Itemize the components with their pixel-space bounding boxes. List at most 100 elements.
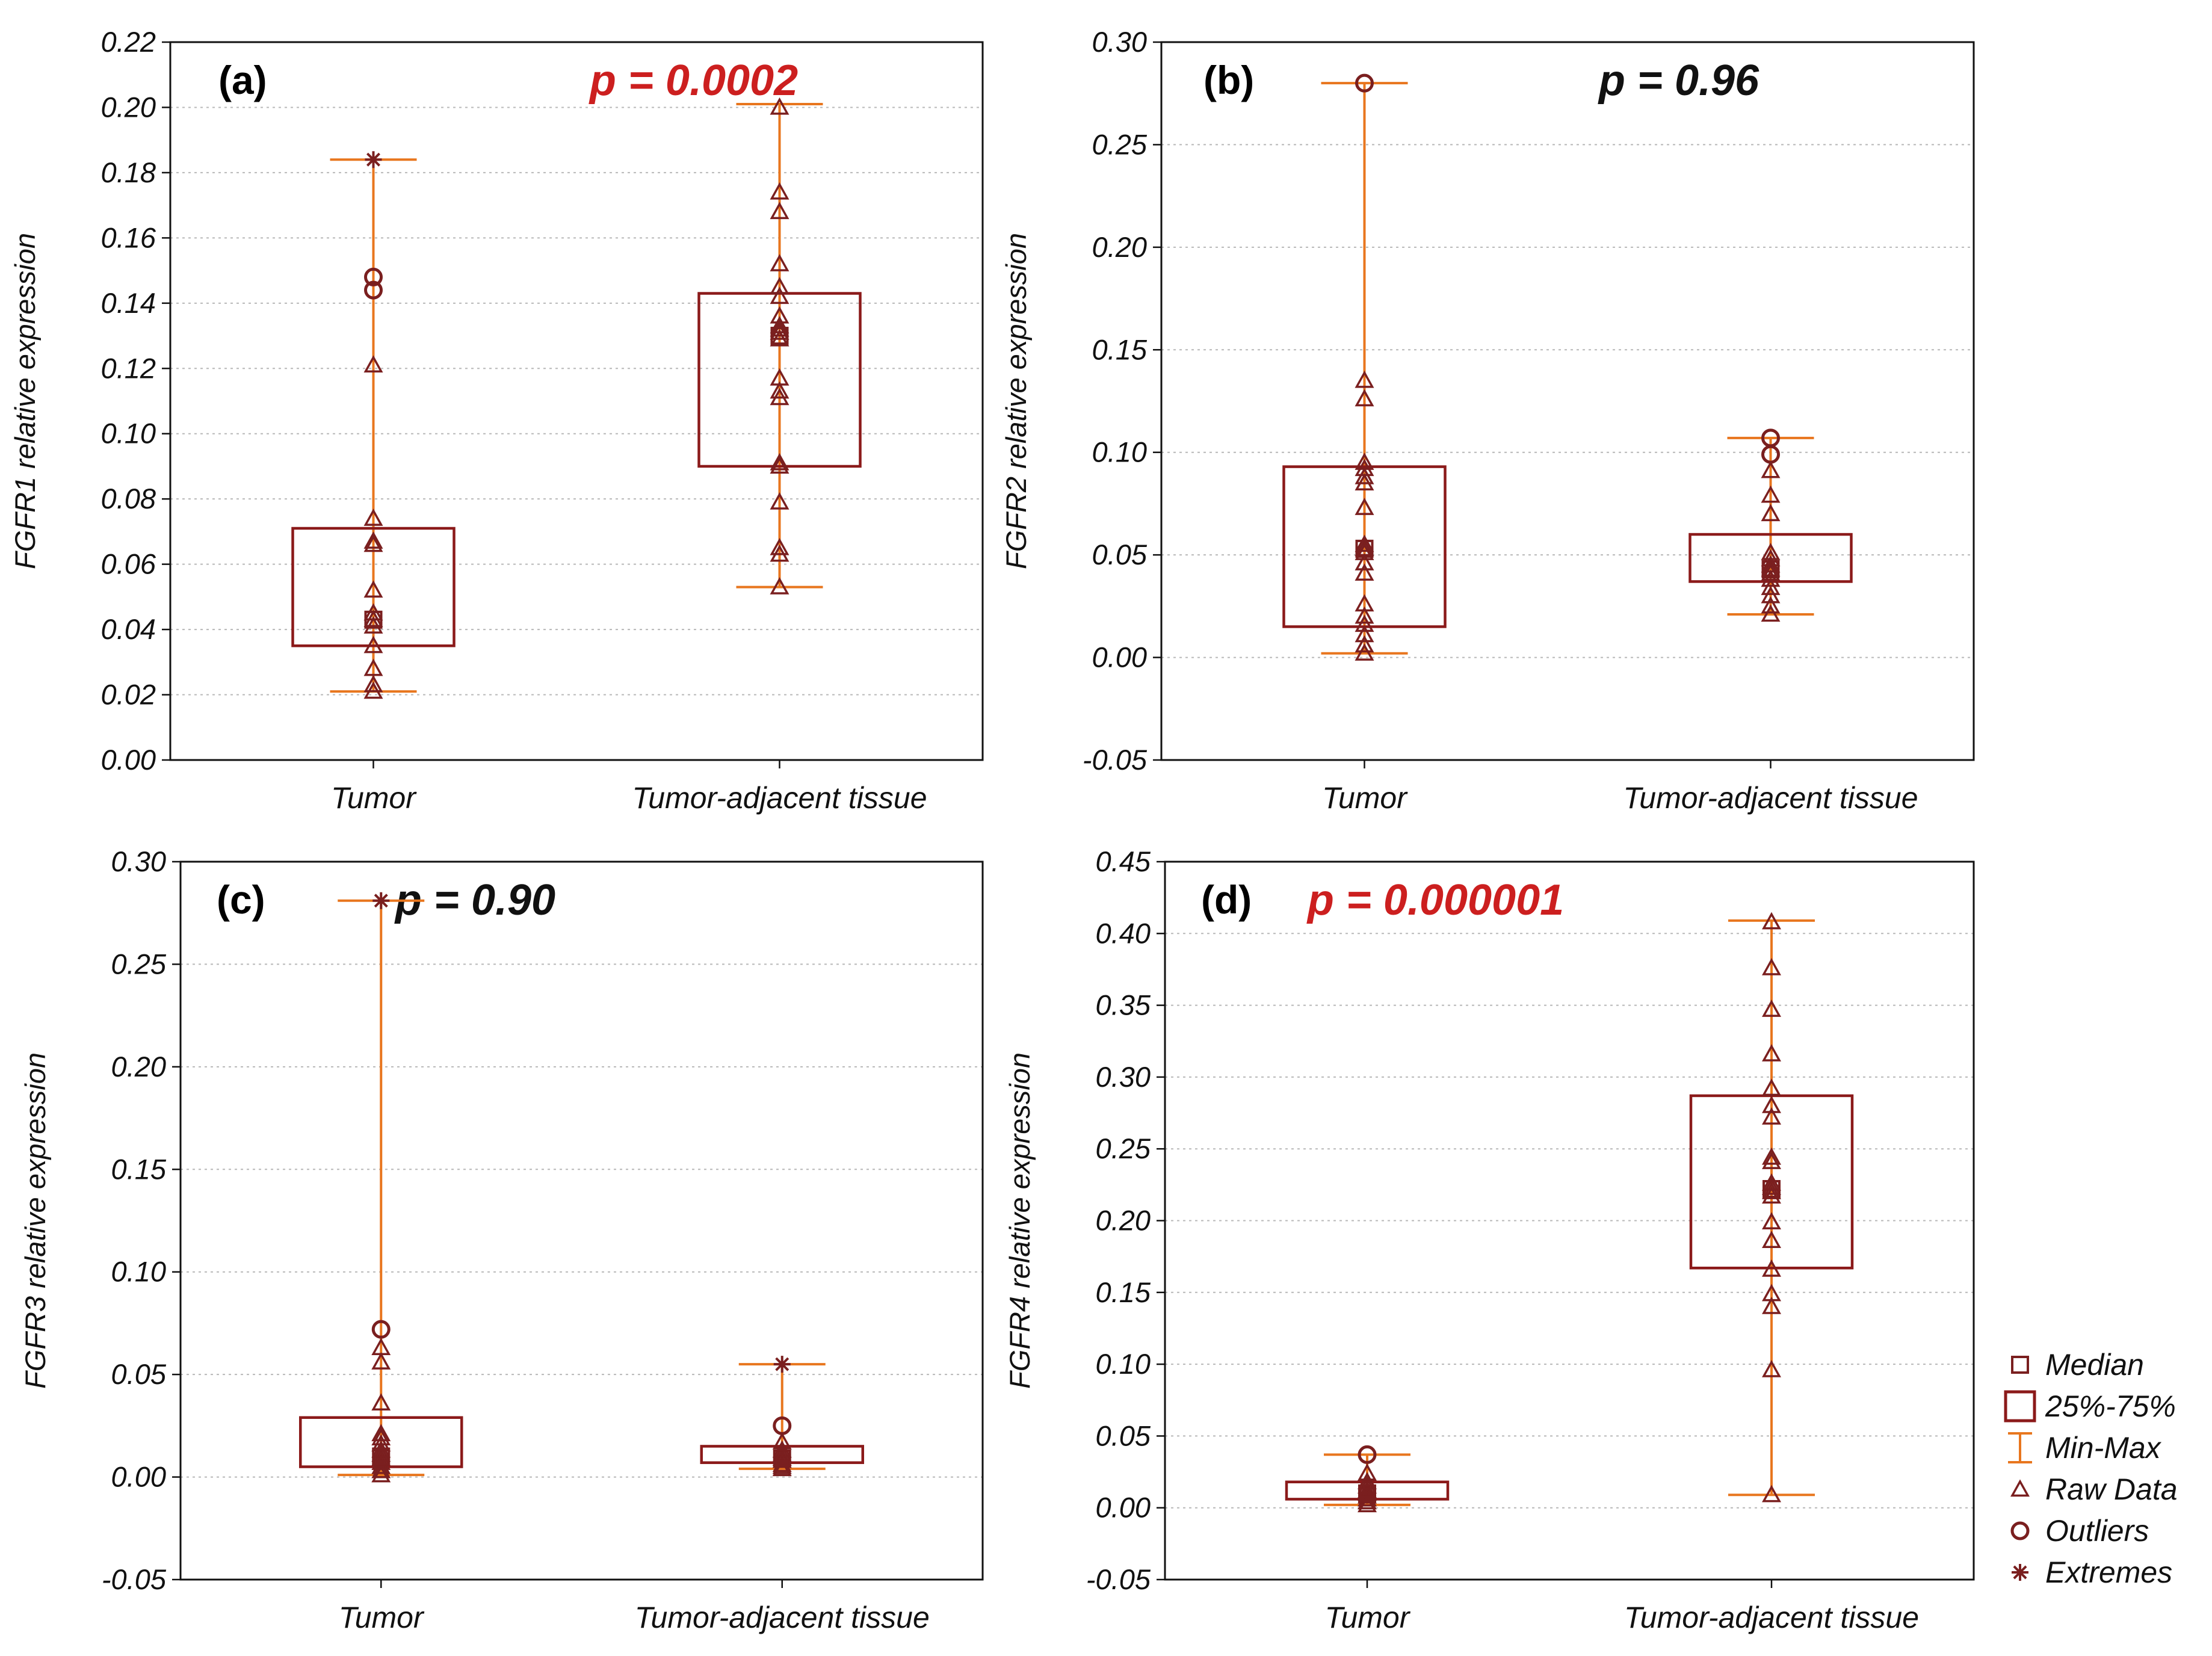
legend-item: Extremes: [2012, 1556, 2172, 1589]
y-tick-label: 0.00: [111, 1461, 166, 1493]
raw-data-point: [1762, 1147, 1781, 1165]
legend-whisker-symbol: [2008, 1432, 2032, 1463]
legend-median-symbol: [2011, 1356, 2029, 1374]
box-group: Tumor: [291, 151, 456, 815]
median-marker: [773, 1449, 791, 1468]
raw-data-point: [371, 1460, 391, 1478]
raw-data-point: [1761, 504, 1781, 522]
raw-data-point: [1761, 596, 1781, 614]
y-tick-label: 0.35: [1096, 989, 1151, 1021]
raw-data-point: [1762, 1485, 1781, 1503]
y-tick-label: 0.05: [111, 1358, 167, 1390]
legend-triangle-symbol: [2010, 1479, 2030, 1497]
raw-data-point: [1355, 625, 1374, 643]
legend-label: Extremes: [2045, 1556, 2172, 1589]
raw-data-point: [371, 1465, 391, 1483]
extreme-point: [365, 151, 382, 168]
plot-frame: [1164, 860, 1975, 1581]
outlier-point: [371, 1320, 391, 1339]
y-tick-label: 0.30: [1096, 1061, 1151, 1093]
category-label: Tumor-adjacent tissue: [635, 1601, 930, 1634]
outlier-point: [364, 267, 383, 286]
raw-data-point: [1358, 1472, 1377, 1489]
y-tick-label: -0.05: [102, 1563, 167, 1595]
raw-data-point: [772, 1448, 792, 1466]
legend-item: Outliers: [2010, 1514, 2149, 1548]
raw-data-point: [1355, 614, 1374, 632]
raw-data-point: [770, 456, 789, 474]
legend-item: Min-Max: [2008, 1431, 2162, 1465]
raw-data-point: [1761, 485, 1781, 503]
raw-data-point: [363, 531, 383, 549]
panel-tag: (a): [218, 58, 267, 102]
p-value: p = 0.0002: [589, 57, 798, 105]
raw-data-point: [1355, 453, 1374, 470]
y-tick-label: -0.05: [1086, 1563, 1151, 1595]
raw-data-point: [1355, 543, 1374, 560]
y-tick-label: 0.20: [101, 91, 156, 123]
raw-data-point: [371, 1393, 391, 1411]
raw-data-point: [1761, 585, 1781, 604]
category-label: Tumor: [331, 781, 417, 815]
extreme-point: [372, 892, 390, 909]
outlier-point: [1761, 428, 1780, 448]
raw-data-point: [1355, 539, 1374, 557]
raw-data-point: [770, 368, 789, 386]
y-tick-label: 0.12: [101, 352, 156, 384]
y-tick-label: 0.45: [1096, 845, 1151, 877]
raw-data-point: [1358, 1495, 1377, 1513]
raw-data-point: [1762, 912, 1781, 930]
raw-data-point: [1355, 563, 1374, 581]
y-tick-label: 0.00: [101, 744, 156, 776]
median-marker: [770, 327, 789, 345]
raw-data-point: [770, 576, 789, 595]
raw-data-point: [770, 182, 789, 200]
box-group: Tumor-adjacent tissue: [635, 1356, 930, 1634]
y-tick-label: 0.22: [101, 26, 156, 58]
y-tick-label: 0.00: [1096, 1492, 1151, 1524]
panel-tag: (b): [1203, 58, 1254, 102]
panel-tag: (c): [217, 877, 265, 922]
y-tick-label: 0.15: [111, 1153, 167, 1185]
raw-data-point: [1762, 1107, 1781, 1125]
raw-data-point: [371, 1352, 391, 1370]
raw-data-point: [1355, 606, 1374, 624]
y-tick-label: 0.00: [1092, 641, 1147, 673]
y-axis-title: FGFR2 relative expression: [1000, 233, 1032, 569]
raw-data-point: [371, 1428, 391, 1445]
raw-data-point: [770, 97, 789, 115]
y-tick-label: 0.40: [1096, 917, 1151, 949]
y-tick-label: 0.10: [101, 418, 156, 450]
raw-data-point: [1358, 1486, 1377, 1504]
y-tick-label: 0.10: [1092, 436, 1147, 468]
y-tick-label: 0.20: [1092, 231, 1147, 263]
y-tick-label: 0.06: [101, 548, 156, 580]
chart-panel: -0.05 0.00 0.05 0.10 0.15 0.20 0.25 0.30 FGFR2 r…: [1000, 26, 1975, 815]
raw-data-point: [1355, 389, 1374, 407]
outlier-point: [364, 280, 383, 300]
chart-panel: 0.00 0.02 0.04 0.06 0.08 0.10 0.12 0.14 0.16 0.18…: [9, 26, 984, 815]
box-group: Tumor: [1285, 1445, 1450, 1634]
y-tick-label: 0.08: [101, 483, 156, 514]
raw-data-point: [1762, 957, 1781, 975]
legend-label: Median: [2045, 1348, 2144, 1382]
raw-data-point: [1761, 460, 1781, 478]
raw-data-point: [1762, 1297, 1781, 1314]
y-tick-label: -0.05: [1083, 744, 1148, 776]
raw-data-point: [371, 1453, 391, 1470]
raw-data-point: [770, 492, 789, 510]
y-tick-label: 0.18: [101, 156, 156, 188]
raw-data-point: [1358, 1463, 1377, 1481]
category-label: Tumor-adjacent tissue: [1623, 781, 1918, 815]
y-tick-label: 0.10: [111, 1256, 166, 1288]
raw-data-point: [770, 316, 789, 333]
chart-panel: -0.05 0.00 0.05 0.10 0.15 0.20 0.25 0.30 0.35 0.4…: [1004, 845, 1975, 1634]
raw-data-point: [1762, 1173, 1781, 1191]
y-axis-title: FGFR4 relative expression: [1004, 1052, 1036, 1389]
median-marker: [372, 1447, 391, 1466]
category-label: Tumor: [339, 1601, 425, 1634]
raw-data-point: [1355, 553, 1374, 570]
raw-data-point: [1761, 563, 1781, 581]
box-group: Tumor-adjacent tissue: [1624, 912, 1919, 1634]
raw-data-point: [363, 580, 383, 598]
